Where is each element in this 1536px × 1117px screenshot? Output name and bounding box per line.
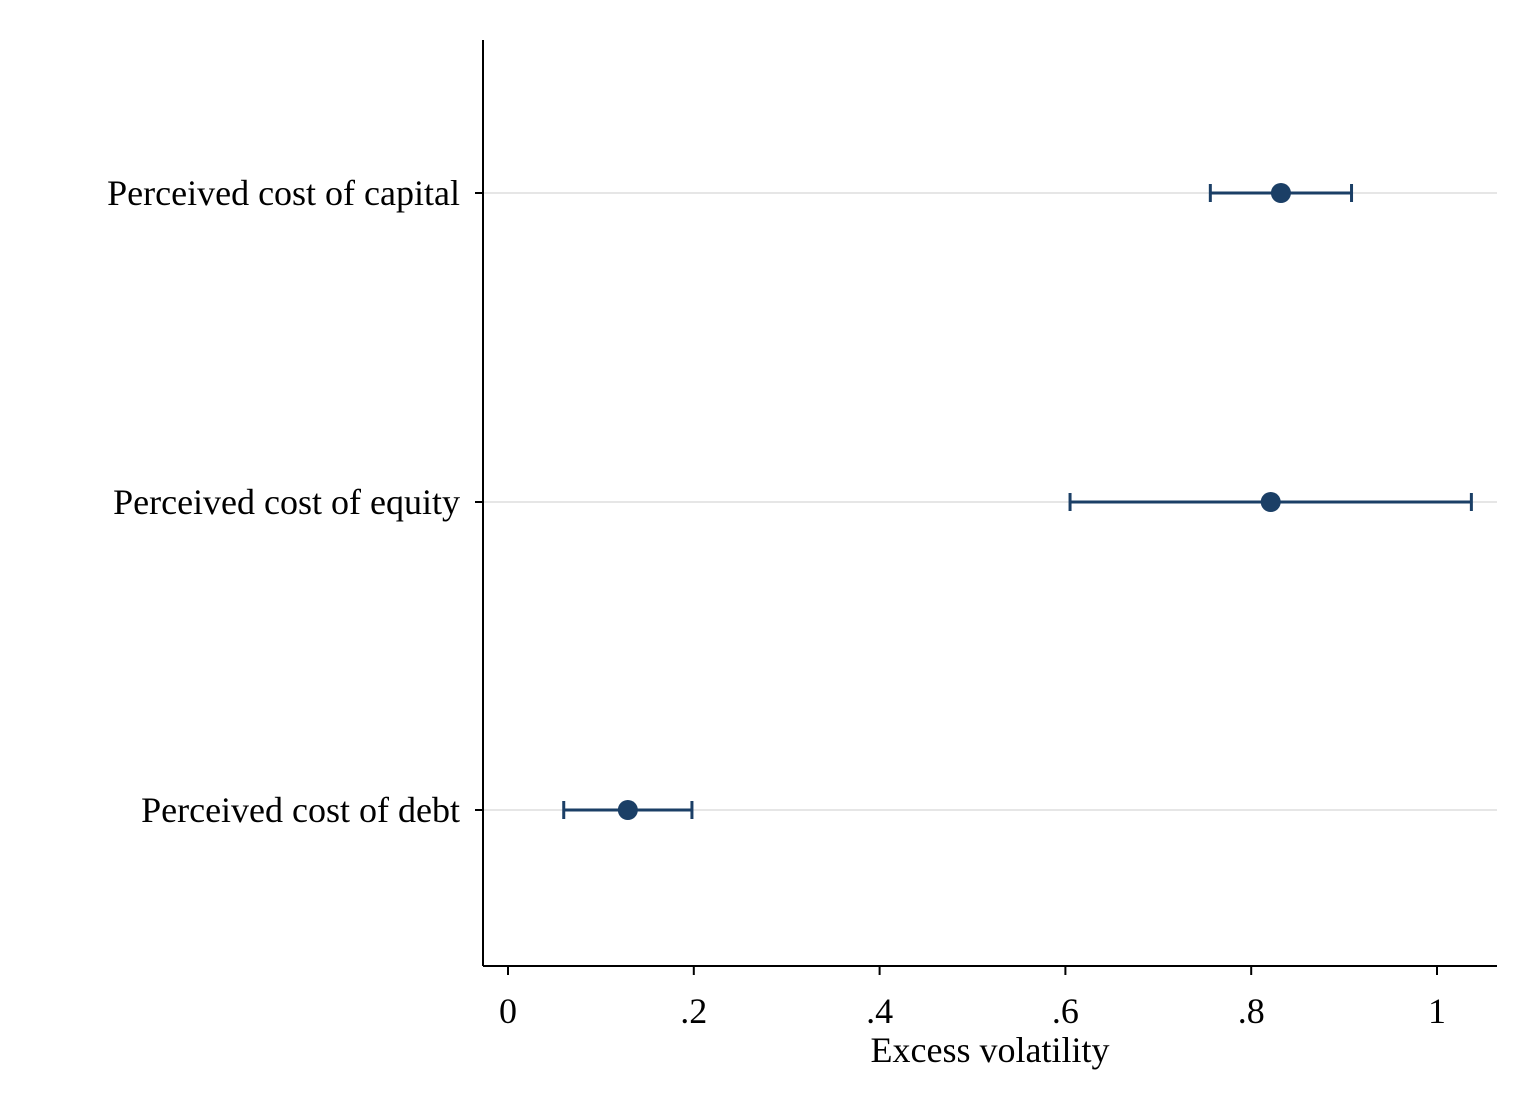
x-ticks: 0 .2 .4 .6 .8 1 — [499, 966, 1446, 1031]
y-category-label: Perceived cost of capital — [107, 173, 460, 213]
x-tick-label: 1 — [1428, 991, 1446, 1031]
x-tick-label: 0 — [499, 991, 517, 1031]
x-tick-label: .2 — [680, 991, 707, 1031]
x-tick-label: .8 — [1238, 991, 1265, 1031]
y-ticks: Perceived cost of capital Perceived cost … — [107, 173, 483, 830]
estimate-point-3 — [617, 800, 638, 820]
estimate-point-2 — [1260, 492, 1281, 512]
x-tick-label: .4 — [866, 991, 893, 1031]
y-category-label: Perceived cost of equity — [113, 482, 460, 522]
y-category-label: Perceived cost of debt — [141, 790, 460, 830]
estimate-point-1 — [1270, 183, 1291, 203]
estimate-marks — [562, 183, 1473, 820]
x-axis-title: Excess volatility — [871, 1030, 1110, 1070]
x-tick-label: .6 — [1052, 991, 1079, 1031]
